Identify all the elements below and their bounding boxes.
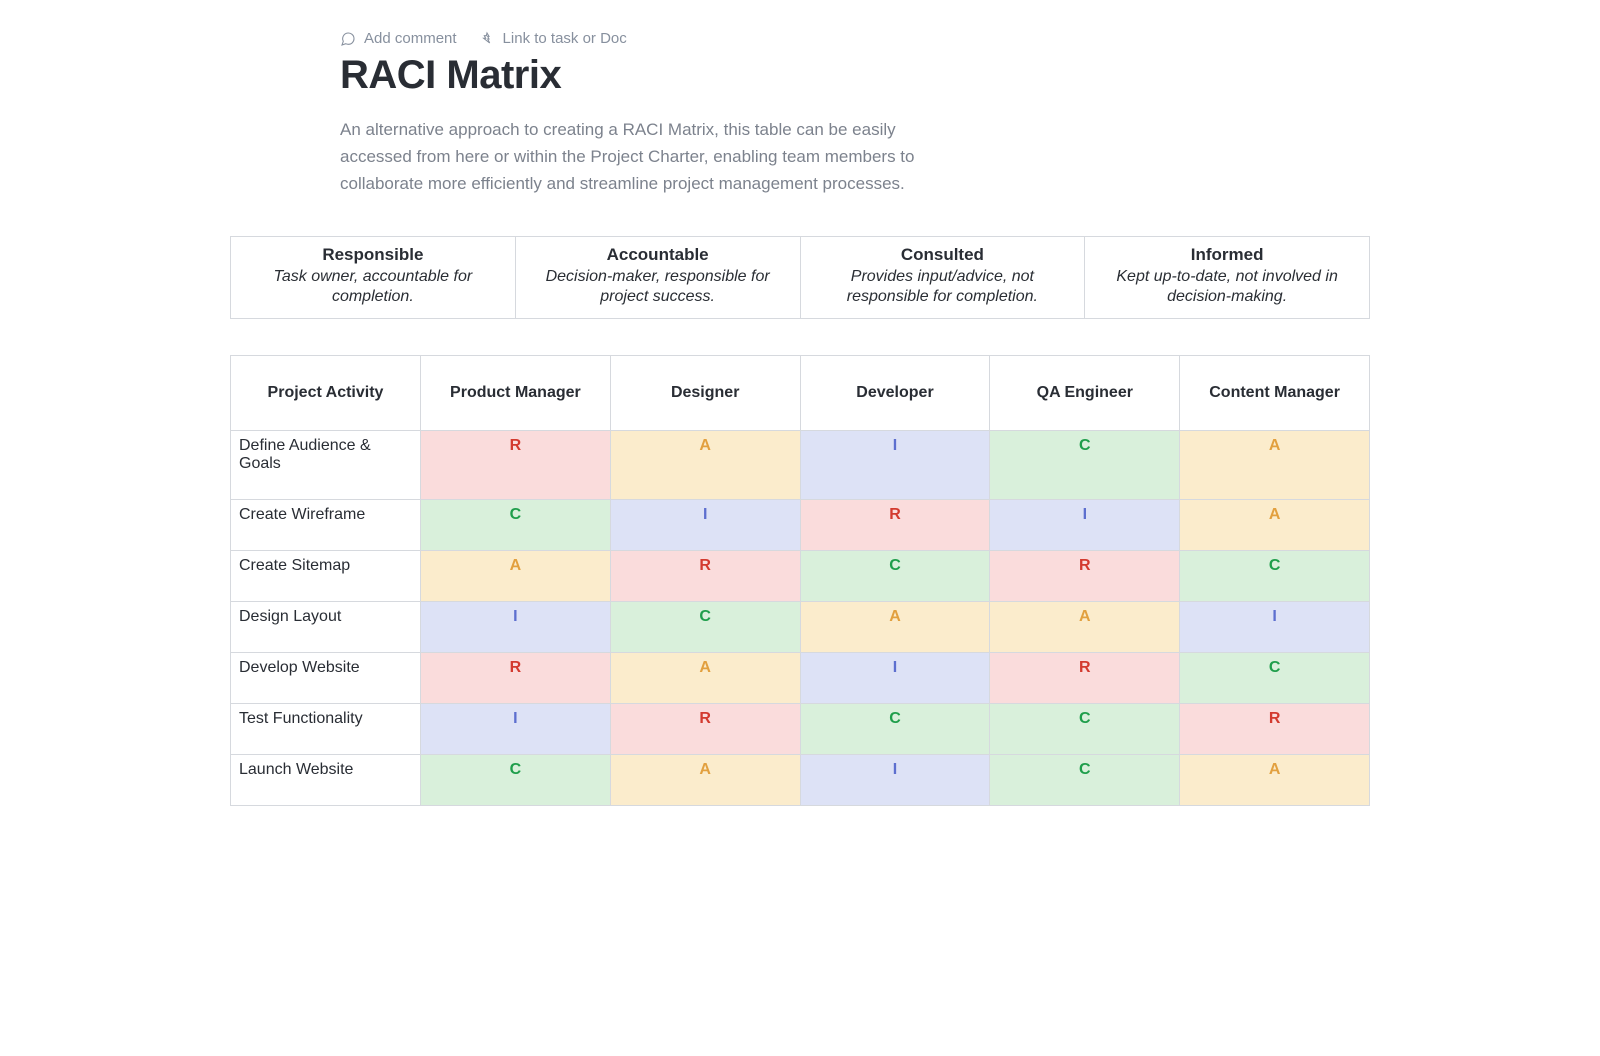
legend-desc: Task owner, accountable for completion. [245, 267, 501, 309]
activity-cell: Test Functionality [231, 704, 421, 755]
table-row: Define Audience & GoalsRAICA [231, 431, 1370, 500]
raci-cell: C [990, 704, 1180, 755]
raci-cell: R [421, 431, 611, 500]
legend-title: Informed [1099, 245, 1355, 265]
add-comment-button[interactable]: Add comment [340, 30, 457, 47]
raci-cell: C [421, 755, 611, 806]
legend-title: Responsible [245, 245, 501, 265]
raci-cell: I [800, 755, 990, 806]
raci-cell: A [1180, 431, 1370, 500]
raci-cell: R [1180, 704, 1370, 755]
legend-desc: Decision-maker, responsible for project … [530, 267, 786, 309]
raci-cell: R [990, 551, 1180, 602]
raci-cell: R [800, 500, 990, 551]
activity-cell: Define Audience & Goals [231, 431, 421, 500]
raci-cell: I [800, 653, 990, 704]
raci-cell: C [990, 755, 1180, 806]
raci-cell: C [1180, 653, 1370, 704]
raci-cell: I [800, 431, 990, 500]
activity-header: Project Activity [231, 356, 421, 431]
raci-cell: C [800, 704, 990, 755]
raci-cell: I [421, 704, 611, 755]
legend-desc: Kept up-to-date, not involved in decisio… [1099, 267, 1355, 309]
link-task-button[interactable]: Link to task or Doc [479, 30, 627, 47]
raci-cell: I [610, 500, 800, 551]
raci-cell: A [610, 653, 800, 704]
raci-cell: A [610, 755, 800, 806]
link-icon [479, 31, 495, 47]
activity-cell: Launch Website [231, 755, 421, 806]
role-header: Content Manager [1180, 356, 1370, 431]
legend-title: Consulted [815, 245, 1071, 265]
raci-cell: A [800, 602, 990, 653]
raci-cell: R [610, 704, 800, 755]
link-task-label: Link to task or Doc [503, 30, 627, 47]
raci-matrix-table: Project ActivityProduct ManagerDesignerD… [230, 355, 1370, 806]
legend-title: Accountable [530, 245, 786, 265]
raci-cell: A [610, 431, 800, 500]
raci-cell: C [1180, 551, 1370, 602]
activity-cell: Develop Website [231, 653, 421, 704]
raci-cell: I [421, 602, 611, 653]
table-row: Design LayoutICAAI [231, 602, 1370, 653]
raci-cell: A [990, 602, 1180, 653]
table-row: Create WireframeCIRIA [231, 500, 1370, 551]
raci-cell: C [610, 602, 800, 653]
intro-text: An alternative approach to creating a RA… [230, 116, 930, 198]
legend-cell: AccountableDecision-maker, responsible f… [515, 236, 800, 319]
raci-cell: A [1180, 755, 1370, 806]
raci-cell: R [421, 653, 611, 704]
role-header: Product Manager [421, 356, 611, 431]
table-row: Create SitemapARCRC [231, 551, 1370, 602]
raci-cell: I [1180, 602, 1370, 653]
activity-cell: Design Layout [231, 602, 421, 653]
activity-cell: Create Sitemap [231, 551, 421, 602]
raci-cell: R [610, 551, 800, 602]
doc-toolbar: Add comment Link to task or Doc [230, 30, 1370, 47]
role-header: Designer [610, 356, 800, 431]
raci-cell: A [421, 551, 611, 602]
raci-cell: C [990, 431, 1180, 500]
add-comment-label: Add comment [364, 30, 457, 47]
role-header: QA Engineer [990, 356, 1180, 431]
raci-cell: R [990, 653, 1180, 704]
legend-cell: InformedKept up-to-date, not involved in… [1085, 236, 1370, 319]
table-row: Develop WebsiteRAIRC [231, 653, 1370, 704]
raci-cell: A [1180, 500, 1370, 551]
comment-icon [340, 31, 356, 47]
raci-cell: I [990, 500, 1180, 551]
raci-cell: C [421, 500, 611, 551]
legend-desc: Provides input/advice, not responsible f… [815, 267, 1071, 309]
table-row: Test FunctionalityIRCCR [231, 704, 1370, 755]
raci-legend-table: ResponsibleTask owner, accountable for c… [230, 236, 1370, 320]
legend-cell: ConsultedProvides input/advice, not resp… [800, 236, 1085, 319]
raci-cell: C [800, 551, 990, 602]
legend-cell: ResponsibleTask owner, accountable for c… [231, 236, 516, 319]
table-row: Launch WebsiteCAICA [231, 755, 1370, 806]
activity-cell: Create Wireframe [231, 500, 421, 551]
role-header: Developer [800, 356, 990, 431]
page-title: RACI Matrix [230, 53, 1370, 98]
